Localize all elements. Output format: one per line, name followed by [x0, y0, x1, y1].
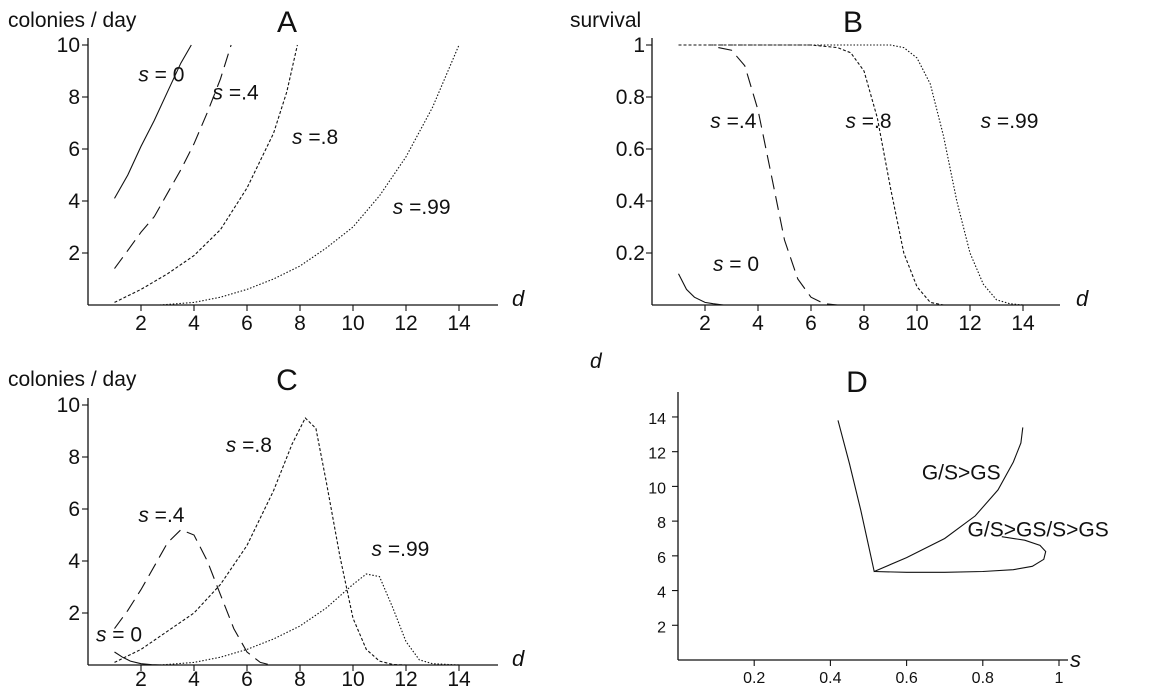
y-tick-label: 2 [68, 602, 80, 625]
x-tick-label: 12 [958, 312, 981, 335]
y-tick-label: 8 [68, 86, 80, 109]
x-tick-label: 14 [447, 668, 471, 687]
x-tick-label: 12 [394, 668, 417, 687]
series-c-s-0 [114, 651, 163, 666]
y-tick-label: 12 [648, 446, 666, 463]
series-c-s-4 [114, 529, 272, 666]
y-tick-label: 4 [657, 585, 666, 602]
series-c-s-8 [114, 417, 407, 666]
series-a-s-99 [159, 44, 460, 306]
x-tick-label: 10 [905, 312, 928, 335]
y-tick-label: 8 [68, 446, 80, 469]
y-tick-label: 0.4 [616, 190, 646, 213]
y-axis-label-b: survival [570, 9, 641, 32]
y-tick-label: 6 [657, 550, 666, 567]
x-tick-label: 10 [341, 668, 364, 687]
x-tick-label: 0.4 [819, 670, 841, 687]
panel-d: 0.2 0.4 0.6 0.8 12468101214DdsG/S>GSG/S>GS/S… [590, 350, 1109, 687]
y-tick-label: 0.8 [616, 86, 645, 109]
curve-label-c-s-99: s =.99 [372, 538, 430, 561]
curve-label-d-g-s-gs: G/S>GS [922, 461, 1001, 484]
panel-title-c: C [276, 364, 298, 397]
series-b-s-4 [718, 47, 838, 306]
y-tick-label: 2 [68, 242, 80, 265]
y-tick-label: 14 [648, 411, 666, 428]
x-tick-label: 0.6 [895, 670, 917, 687]
curve-label-b-s-0: s = 0 [713, 253, 759, 276]
y-tick-label: 6 [68, 138, 80, 161]
x-axis-label-a: d [512, 286, 525, 311]
y-tick-label: 4 [68, 550, 80, 573]
curve-label-c-s-4: s =.4 [138, 504, 184, 527]
y-tick-label: 0.6 [616, 138, 645, 161]
series-c-s-99 [159, 573, 460, 666]
curve-label-b-s-4: s =.4 [710, 110, 756, 133]
x-tick-label: 4 [188, 312, 200, 335]
curve-label-b-s-8: s =.8 [845, 110, 891, 133]
x-axis-label-d: s [1070, 647, 1081, 672]
y-tick-label: 8 [657, 515, 666, 532]
x-tick-label: 8 [858, 312, 870, 335]
series-a-s-4 [114, 44, 232, 269]
curve-label-c-s-8: s =.8 [226, 434, 272, 457]
series-b-s-99 [705, 44, 1024, 306]
x-tick-label: 1 [1055, 670, 1064, 687]
series-d-g-s-gs-boundary [837, 420, 1024, 573]
x-tick-label: 6 [241, 668, 253, 687]
x-tick-label: 6 [241, 312, 253, 335]
x-tick-label: 4 [188, 668, 200, 687]
panel-title-d: D [846, 366, 868, 399]
series-b-s-8 [678, 44, 944, 306]
x-tick-label: 14 [1011, 312, 1035, 335]
series-a-s-0 [114, 44, 192, 199]
curve-label-c-s-0: s = 0 [96, 624, 142, 647]
x-tick-label: 8 [294, 312, 306, 335]
curve-label-b-s-99: s =.99 [981, 110, 1039, 133]
y-tick-label: 10 [57, 394, 80, 417]
x-tick-label: 0.8 [972, 670, 994, 687]
y-tick-label: 10 [648, 480, 666, 497]
x-tick-label: 2 [135, 668, 147, 687]
series-b-s-0 [678, 273, 724, 306]
y-axis-label-c: colonies / day [8, 368, 137, 391]
y-tick-label: 10 [57, 34, 80, 57]
x-tick-label: 8 [294, 668, 306, 687]
x-tick-label: 2 [135, 312, 147, 335]
y-axis-label-a: colonies / day [8, 9, 137, 32]
y-tick-label: 2 [657, 619, 666, 636]
y-tick-label: 1 [633, 34, 645, 57]
x-tick-label: 4 [752, 312, 764, 335]
panel-title-b: B [843, 6, 863, 39]
y-tick-label: 0.2 [616, 242, 645, 265]
x-axis-label-b: d [1076, 286, 1089, 311]
y-tick-label: 4 [68, 190, 80, 213]
x-tick-label: 12 [394, 312, 417, 335]
curve-label-a-s-8: s =.8 [292, 126, 338, 149]
curve-label-a-s-0: s = 0 [138, 63, 184, 86]
series-d-g-s-gs-s-gs-boundary [874, 536, 1047, 573]
y-tick-label: 6 [68, 498, 80, 521]
x-tick-label: 2 [699, 312, 711, 335]
y-axis-label-d: d [590, 350, 603, 373]
curve-label-a-s-4: s =.4 [213, 82, 259, 105]
curve-label-a-s-99: s =.99 [393, 196, 451, 219]
curve-label-d-g-s-gs-s-gs: G/S>GS/S>GS [968, 519, 1109, 542]
x-axis-label-c: d [512, 646, 525, 671]
x-tick-label: 14 [447, 312, 471, 335]
x-tick-label: 6 [805, 312, 817, 335]
x-tick-label: 0.2 [743, 670, 765, 687]
x-tick-label: 10 [341, 312, 364, 335]
panel-title-a: A [277, 6, 297, 39]
